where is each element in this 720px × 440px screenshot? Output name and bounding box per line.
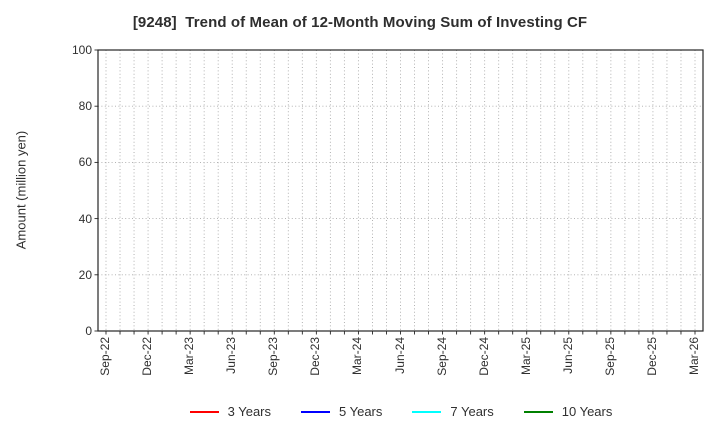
legend-label: 3 Years: [227, 404, 271, 419]
x-tick-label: Mar-24: [350, 337, 365, 376]
x-tick-label: Sep-23: [266, 337, 281, 376]
y-tick-label: 100: [71, 43, 92, 57]
legend-line-icon: [412, 410, 442, 413]
x-tick-label: Jun-25: [560, 337, 575, 374]
x-tick-label: Mar-23: [182, 337, 197, 376]
x-tick-label: Jun-23: [224, 337, 239, 374]
legend-item-7-years: 7 Years: [412, 404, 494, 419]
y-tick-label: 60: [78, 155, 92, 170]
legend-label: 7 Years: [450, 404, 494, 419]
x-tick-label: Dec-24: [476, 337, 491, 376]
legend-line-icon: [301, 410, 330, 413]
plot-border: [97, 49, 704, 332]
y-tick-label: 20: [78, 267, 92, 282]
x-tick-label: Sep-24: [434, 337, 449, 376]
x-tick-label: Jun-24: [392, 337, 407, 374]
y-tick-label: 80: [78, 99, 92, 114]
legend-line-icon: [523, 410, 553, 413]
x-tick-label: Mar-26: [687, 337, 701, 376]
legend-item-3-years: 3 Years: [189, 404, 271, 419]
x-tick-label: Dec-23: [308, 337, 323, 376]
legend: 3 Years 5 Years 7 Years 10 Years: [98, 404, 704, 419]
legend-item-10-years: 10 Years: [523, 404, 613, 419]
legend-item-5-years: 5 Years: [301, 404, 382, 419]
x-tick-label: Dec-25: [644, 337, 659, 376]
legend-label: 5 Years: [339, 404, 383, 419]
legend-label: 10 Years: [561, 404, 613, 419]
legend-line-icon: [189, 410, 219, 413]
x-tick-label: Sep-25: [602, 337, 617, 376]
x-tick-label: Mar-25: [518, 337, 533, 376]
x-tick-label: Sep-22: [98, 337, 112, 376]
y-tick-label: 40: [78, 211, 92, 226]
y-tick-label: 0: [85, 324, 92, 338]
chart-title: [9248] Trend of Mean of 12-Month Moving …: [132, 14, 588, 31]
x-tick-label: Dec-22: [140, 337, 155, 376]
